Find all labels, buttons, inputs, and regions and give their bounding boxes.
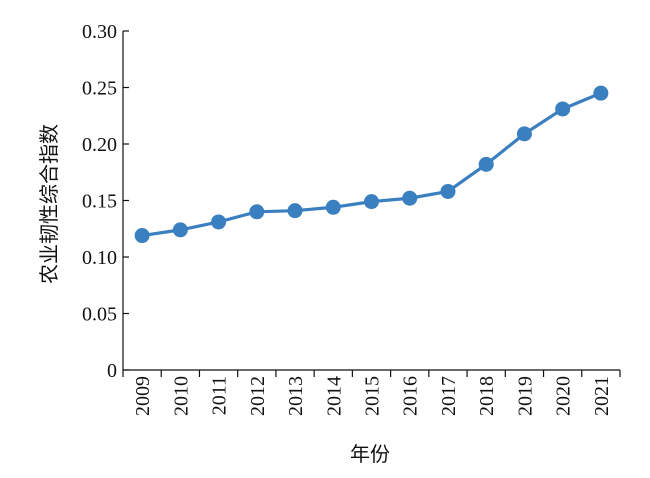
x-axis: 2009 2010 2011 2012 2013 2014 2015 2016 2017 2018… (122, 369, 621, 416)
x-tick-label: 2011 (209, 376, 231, 415)
x-tick-label: 2016 (400, 376, 422, 416)
x-tick-label: 2010 (170, 376, 192, 416)
y-axis-title: 农业韧性综合指数 (37, 124, 61, 284)
data-point (555, 101, 571, 117)
x-tick-label: 2020 (553, 376, 575, 416)
data-point (593, 85, 609, 101)
series-line (140, 91, 603, 238)
y-tick-label: 0.15 (82, 191, 117, 213)
data-point (478, 156, 494, 172)
x-tick-label: 2017 (438, 376, 460, 416)
data-point (249, 204, 265, 220)
data-point (516, 126, 532, 142)
data-point (364, 194, 379, 210)
y-tick-label: 0.25 (82, 78, 117, 100)
plot-area (134, 85, 609, 244)
x-axis-title: 年份 (350, 442, 390, 466)
data-point (134, 228, 150, 244)
data-point (440, 183, 456, 199)
y-tick-label: 0.10 (82, 247, 117, 269)
y-tick-label: 0.05 (82, 304, 117, 326)
x-tick-label: 2019 (514, 376, 536, 416)
x-tick-label: 2018 (476, 376, 498, 416)
data-point (172, 222, 188, 238)
x-tick-label: 2021 (591, 376, 613, 416)
x-tick-label: 2014 (323, 376, 345, 416)
data-point (402, 190, 418, 206)
y-tick-label: 0.20 (82, 134, 117, 156)
x-tick-label: 2009 (132, 376, 154, 416)
x-tick-label: 2012 (247, 376, 269, 416)
data-point (211, 214, 227, 230)
y-tick-label: 0.30 (82, 21, 117, 43)
y-tick-label: 0 (107, 360, 117, 382)
x-tick-label: 2015 (362, 376, 384, 416)
y-axis: 0 0.05 0.10 0.15 0.20 0.25 0.30 (82, 21, 129, 382)
x-tick-label: 2013 (285, 376, 307, 416)
data-point (287, 203, 303, 219)
data-point (325, 199, 341, 215)
